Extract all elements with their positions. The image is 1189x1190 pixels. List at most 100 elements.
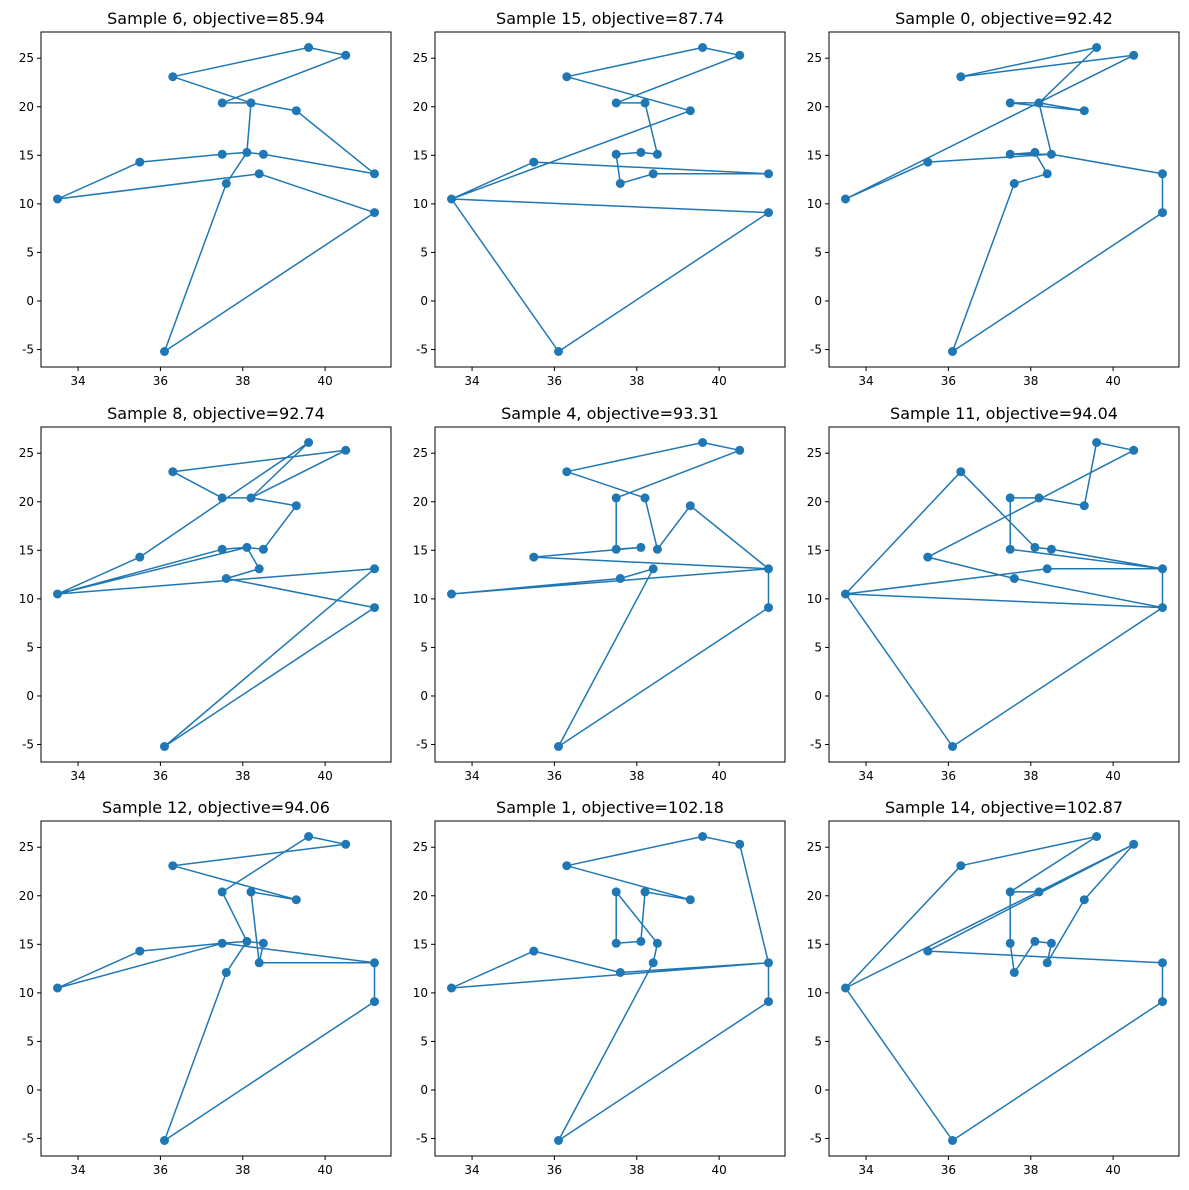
x-tick-label: 34 [858, 374, 873, 388]
y-tick-label: 0 [420, 1083, 428, 1097]
y-tick-label: -5 [416, 738, 428, 752]
node-marker [611, 493, 621, 503]
y-tick-label: 20 [19, 495, 34, 509]
y-tick-label: -5 [810, 738, 822, 752]
subplot-title: Sample 0, objective=92.42 [895, 9, 1113, 28]
node-marker [53, 589, 62, 599]
node-marker [1030, 542, 1040, 552]
y-tick-label: 15 [807, 148, 822, 162]
node-marker [529, 552, 539, 562]
subplot-0: Sample 6, objective=85.94 34 36 38 40 -5 0 5 10 1… [19, 9, 392, 388]
x-tick-label: 38 [629, 769, 644, 783]
node-marker [764, 603, 773, 613]
axes-frame [828, 820, 1180, 1157]
node-marker [640, 887, 650, 897]
node-marker [1034, 98, 1044, 108]
x-tick-label: 36 [153, 374, 168, 388]
y-tick-label: 10 [413, 986, 428, 1000]
tour-line [845, 46, 1164, 353]
x-tick-label: 40 [317, 374, 332, 388]
node-marker [652, 149, 662, 159]
y-tick-label: 0 [814, 1083, 822, 1097]
node-marker [1046, 149, 1056, 159]
node-marker [648, 169, 658, 179]
tour-line [451, 835, 770, 1142]
subplot-7: Sample 1, objective=102.18 34 36 38 40 -5 0 5 10… [413, 798, 786, 1177]
x-tick-label: 34 [464, 1163, 479, 1177]
node-marker [370, 169, 379, 179]
node-marker [258, 149, 268, 159]
node-marker [562, 861, 572, 871]
node-marker [636, 936, 646, 946]
node-marker [1009, 179, 1019, 188]
subplot-6: Sample 12, objective=94.06 34 36 38 40 -5 0 5 10… [19, 798, 392, 1177]
y-tick-label: 10 [807, 592, 822, 606]
node-marker [554, 347, 563, 356]
x-tick-label: 38 [235, 1163, 250, 1177]
x-tick-label: 38 [1023, 1163, 1038, 1177]
subplot-4: Sample 4, objective=93.31 34 36 38 40 -5 0 5 10 1… [413, 404, 786, 783]
x-tick-label: 36 [941, 1163, 956, 1177]
node-marker [258, 544, 268, 554]
node-marker [648, 564, 658, 574]
y-tick-label: 20 [807, 495, 822, 509]
y-tick-label: 15 [19, 543, 34, 557]
subplot-3: Sample 8, objective=92.74 34 36 38 40 -5 0 5 10 1… [19, 404, 392, 783]
node-marker [168, 72, 178, 82]
y-tick-label: -5 [810, 343, 822, 357]
node-marker [764, 958, 773, 968]
y-tick-label: 25 [19, 51, 34, 65]
x-tick-label: 38 [235, 374, 250, 388]
node-marker [764, 169, 773, 179]
y-tick-label: -5 [416, 1132, 428, 1146]
node-marker [735, 445, 745, 455]
y-tick-label: 25 [19, 840, 34, 854]
node-marker [1046, 938, 1056, 948]
node-marker [956, 467, 966, 477]
x-tick-label: 38 [1023, 769, 1038, 783]
node-marker [1034, 887, 1044, 897]
node-marker [370, 603, 379, 613]
node-marker [341, 839, 351, 849]
node-marker [246, 493, 256, 503]
node-marker [1079, 106, 1089, 116]
subplot-title: Sample 6, objective=85.94 [107, 9, 325, 28]
node-marker [242, 542, 252, 552]
y-tick-label: 0 [26, 1083, 34, 1097]
subplot-title: Sample 14, objective=102.87 [885, 798, 1123, 817]
y-tick-label: 5 [420, 1034, 428, 1048]
node-marker [258, 938, 268, 948]
y-tick-label: 25 [807, 51, 822, 65]
y-tick-label: 25 [413, 51, 428, 65]
node-marker [217, 887, 227, 897]
tour-line [844, 441, 1164, 748]
node-marker [447, 589, 456, 599]
x-tick-label: 38 [629, 1163, 644, 1177]
y-tick-label: 20 [19, 100, 34, 114]
node-marker [1092, 438, 1102, 447]
node-marker [304, 832, 314, 841]
node-marker [841, 194, 850, 204]
node-marker [1158, 997, 1167, 1007]
subplot-5: Sample 11, objective=94.04 34 36 38 40 -5 0 5 10… [807, 404, 1180, 783]
y-tick-label: 5 [26, 1034, 34, 1048]
y-tick-label: 15 [807, 937, 822, 951]
y-tick-label: 15 [19, 937, 34, 951]
node-marker [615, 179, 625, 188]
node-marker [615, 574, 625, 583]
y-tick-label: 5 [814, 1034, 822, 1048]
node-marker [1129, 445, 1139, 455]
node-marker [1129, 50, 1139, 60]
node-marker [948, 1136, 957, 1145]
tour-line [56, 441, 376, 748]
y-tick-label: -5 [810, 1132, 822, 1146]
subplot-8: Sample 14, objective=102.87 34 36 38 40 -5 0 5 1… [807, 798, 1180, 1177]
y-tick-label: 20 [807, 889, 822, 903]
y-tick-label: 15 [413, 543, 428, 557]
x-tick-label: 36 [941, 374, 956, 388]
y-tick-label: 5 [420, 640, 428, 654]
node-marker [217, 544, 227, 554]
subplot-title: Sample 8, objective=92.74 [107, 404, 325, 423]
axes-frame [828, 426, 1180, 763]
node-marker [254, 169, 264, 179]
